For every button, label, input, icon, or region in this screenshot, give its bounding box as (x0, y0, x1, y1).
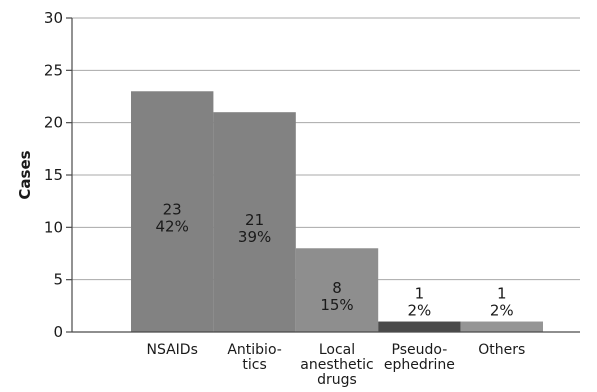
bar (378, 321, 461, 332)
bar-value-label: 8 (332, 279, 342, 297)
bar-value-label: 1 (415, 285, 425, 303)
bar (460, 321, 543, 332)
bar-percent-label: 15% (320, 296, 353, 314)
x-category-label: tics (242, 357, 266, 373)
bar-percent-label: 2% (490, 302, 514, 320)
bar-percent-label: 42% (156, 218, 189, 236)
y-tick-label: 25 (44, 61, 63, 79)
x-category-label: Local (319, 342, 355, 358)
bar (131, 91, 214, 333)
axes (71, 18, 580, 333)
bar-percent-label: 2% (408, 302, 432, 320)
bar-value-label: 23 (163, 201, 182, 219)
y-tick-labels: 0 5 10 15 20 25 30 (44, 9, 63, 341)
y-axis-title: Cases (16, 150, 34, 199)
bar (295, 248, 379, 332)
bar-percent-label: 39% (238, 228, 271, 246)
x-category-label: drugs (317, 372, 357, 388)
x-category-label: Pseudo- (392, 342, 448, 358)
x-category-label: ephedrine (384, 357, 455, 373)
bar-value-label: 21 (245, 211, 264, 229)
bar (213, 112, 296, 332)
y-tick-label: 20 (44, 114, 63, 132)
y-tick-label: 10 (44, 218, 63, 236)
x-category-label: Antibio- (227, 342, 281, 358)
y-tick-label: 5 (53, 271, 63, 289)
bars (131, 91, 543, 333)
x-category-label: NSAIDs (146, 342, 197, 358)
bar-value-label: 1 (497, 285, 507, 303)
y-tick-label: 30 (44, 9, 63, 27)
y-tick-label: 15 (44, 166, 63, 184)
y-tick-label: 0 (53, 323, 63, 341)
x-category-label: anesthetic (300, 357, 373, 373)
x-category-label: Others (478, 342, 525, 358)
